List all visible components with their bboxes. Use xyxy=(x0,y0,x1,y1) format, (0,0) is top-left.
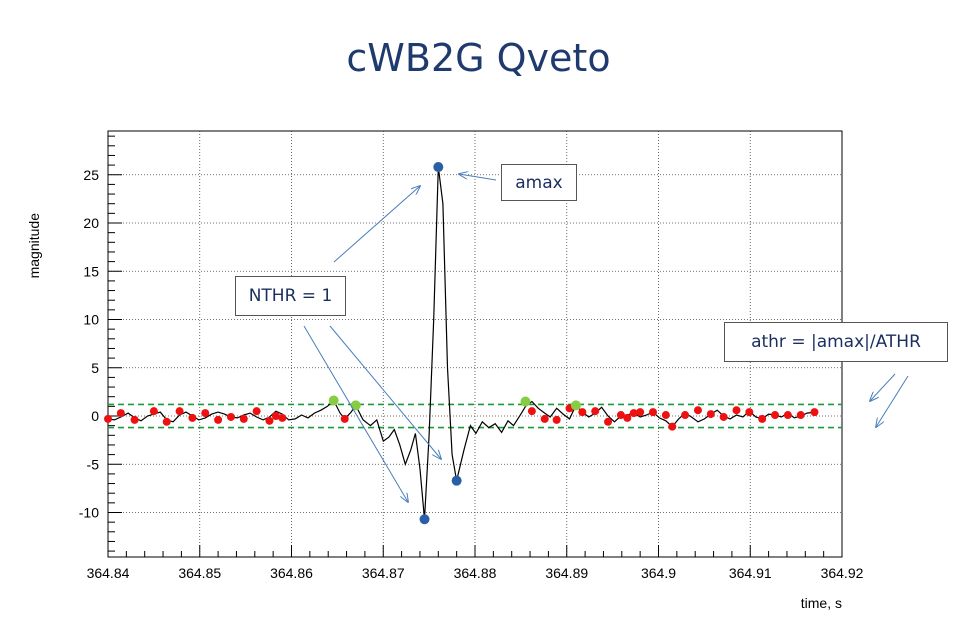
x-tick-label: 364.92 xyxy=(821,565,864,581)
red-data-point xyxy=(175,407,184,416)
x-axis-label: time, s xyxy=(801,595,842,611)
nthr-callout: NTHR = 1 xyxy=(235,276,346,316)
arrow-amax xyxy=(459,174,497,181)
red-data-point xyxy=(681,411,690,420)
red-data-point xyxy=(745,408,754,417)
x-tick-label: 364.91 xyxy=(729,565,772,581)
x-tick-labels: 364.84 364.85 364.86 364.87 364.88 364.89 364.… xyxy=(87,565,864,581)
red-data-point xyxy=(104,414,112,423)
blue-data-point xyxy=(451,475,462,486)
red-data-point xyxy=(629,409,638,418)
red-data-point xyxy=(226,412,235,421)
amax-callout: amax xyxy=(501,164,577,201)
x-tick-label: 364.85 xyxy=(178,565,221,581)
x-tick-label: 364.89 xyxy=(545,565,588,581)
red-data-point xyxy=(116,409,125,418)
red-data-point xyxy=(239,414,248,423)
red-data-point xyxy=(758,414,767,423)
arrow-athr-lower xyxy=(876,375,909,427)
green-data-point xyxy=(570,400,581,411)
x-tick-label: 364.9 xyxy=(641,565,676,581)
red-data-point xyxy=(693,406,702,415)
red-data-point xyxy=(340,414,349,423)
blue-data-point xyxy=(419,514,430,525)
y-tick-label: 0 xyxy=(91,408,99,424)
x-tick-label: 364.86 xyxy=(270,565,313,581)
red-data-point xyxy=(271,412,280,420)
red-data-point xyxy=(648,408,657,417)
red-data-point xyxy=(623,413,632,422)
green-data-point xyxy=(350,400,361,411)
arrow-nthr-up xyxy=(333,186,420,263)
green-data-point xyxy=(328,395,339,406)
red-data-point xyxy=(668,422,677,431)
red-data-point xyxy=(732,406,741,415)
arrow-nthr-down-right xyxy=(329,325,441,459)
red-data-point xyxy=(149,407,158,416)
annotation-arrows xyxy=(303,174,909,502)
x-tick-label: 364.87 xyxy=(362,565,405,581)
red-data-point xyxy=(578,408,587,417)
x-tick-label: 364.88 xyxy=(454,565,497,581)
chart-title: cWB2G Qveto xyxy=(346,36,611,80)
red-data-point xyxy=(810,408,819,417)
red-data-point xyxy=(719,412,728,421)
red-data-point xyxy=(214,415,223,424)
red-data-point xyxy=(201,409,210,418)
red-data-point xyxy=(252,407,261,416)
red-data-point xyxy=(796,411,805,420)
red-data-point xyxy=(130,415,139,424)
red-data-point xyxy=(540,414,549,423)
red-data-point xyxy=(771,411,780,420)
red-data-point xyxy=(278,413,287,422)
red-data-point xyxy=(636,408,645,417)
x-tick-label: 364.84 xyxy=(87,565,130,581)
y-tick-label: 10 xyxy=(83,312,99,328)
red-data-point xyxy=(616,411,625,420)
y-tick-labels: -10 -5 0 5 10 15 20 25 xyxy=(79,167,99,521)
red-data-point xyxy=(162,417,171,426)
red-data-point xyxy=(706,410,715,419)
athr-callout: athr = |amax|/ATHR xyxy=(724,322,948,362)
axis-ticks xyxy=(107,135,843,557)
arrow-nthr-down-left xyxy=(303,325,408,502)
y-axis-label: magnitude xyxy=(26,213,42,279)
y-tick-label: -10 xyxy=(79,505,99,521)
y-tick-label: -5 xyxy=(87,456,100,472)
green-data-point xyxy=(520,396,531,407)
red-data-point xyxy=(604,417,613,426)
y-tick-label: 5 xyxy=(91,360,99,376)
threshold-lines xyxy=(108,403,842,429)
red-data-point xyxy=(783,411,792,420)
red-data-point xyxy=(591,407,600,416)
blue-data-point xyxy=(433,162,444,173)
red-data-point xyxy=(265,416,274,425)
data-points xyxy=(104,162,819,525)
y-tick-label: 25 xyxy=(83,167,99,183)
red-data-point xyxy=(552,415,561,424)
grid xyxy=(108,131,842,557)
red-data-point xyxy=(661,411,670,420)
y-tick-label: 15 xyxy=(83,263,99,279)
red-data-point xyxy=(527,407,536,416)
y-tick-label: 20 xyxy=(83,215,99,231)
red-data-point xyxy=(188,413,197,422)
arrow-athr-upper xyxy=(870,373,896,401)
